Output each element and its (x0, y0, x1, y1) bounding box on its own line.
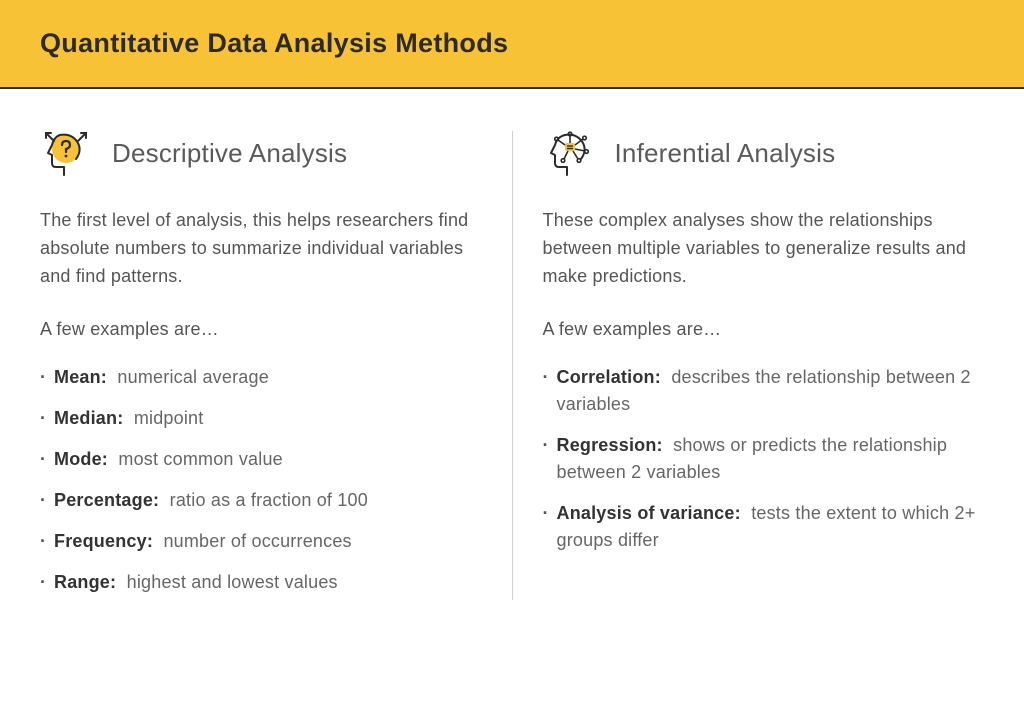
term: Median: (54, 408, 123, 428)
right-lead: A few examples are… (543, 319, 985, 340)
term: Range: (54, 572, 116, 592)
term: Regression: (557, 435, 663, 455)
list-item: Mode: most common value (40, 446, 482, 473)
content: Descriptive Analysis The first level of … (0, 89, 1024, 650)
right-examples: Correlation: describes the relationship … (543, 364, 985, 554)
left-column: Descriptive Analysis The first level of … (40, 127, 512, 610)
desc: ratio as a fraction of 100 (170, 490, 368, 510)
left-intro: The first level of analysis, this helps … (40, 207, 482, 291)
list-item: Correlation: describes the relationship … (543, 364, 985, 418)
list-item: Median: midpoint (40, 405, 482, 432)
page-title: Quantitative Data Analysis Methods (40, 28, 984, 59)
right-column: Inferential Analysis These complex analy… (513, 127, 985, 610)
list-item: Frequency: number of occurrences (40, 528, 482, 555)
term: Mode: (54, 449, 108, 469)
term: Mean: (54, 367, 107, 387)
right-intro: These complex analyses show the relation… (543, 207, 985, 291)
list-item: Analysis of variance: tests the extent t… (543, 500, 985, 554)
desc: number of occurrences (163, 531, 351, 551)
question-head-icon (40, 127, 92, 179)
desc: numerical average (117, 367, 268, 387)
list-item: Regression: shows or predicts the relati… (543, 432, 985, 486)
right-section-title: Inferential Analysis (615, 138, 836, 169)
term: Frequency: (54, 531, 153, 551)
brain-head-icon (543, 127, 595, 179)
right-section-head: Inferential Analysis (543, 127, 985, 179)
left-examples: Mean: numerical average Median: midpoint… (40, 364, 482, 596)
left-section-title: Descriptive Analysis (112, 138, 347, 169)
desc: midpoint (134, 408, 204, 428)
header: Quantitative Data Analysis Methods (0, 0, 1024, 89)
term: Correlation: (557, 367, 661, 387)
left-lead: A few examples are… (40, 319, 482, 340)
list-item: Percentage: ratio as a fraction of 100 (40, 487, 482, 514)
list-item: Range: highest and lowest values (40, 569, 482, 596)
term: Analysis of variance: (557, 503, 741, 523)
term: Percentage: (54, 490, 159, 510)
desc: highest and lowest values (127, 572, 338, 592)
desc: most common value (118, 449, 282, 469)
list-item: Mean: numerical average (40, 364, 482, 391)
left-section-head: Descriptive Analysis (40, 127, 482, 179)
